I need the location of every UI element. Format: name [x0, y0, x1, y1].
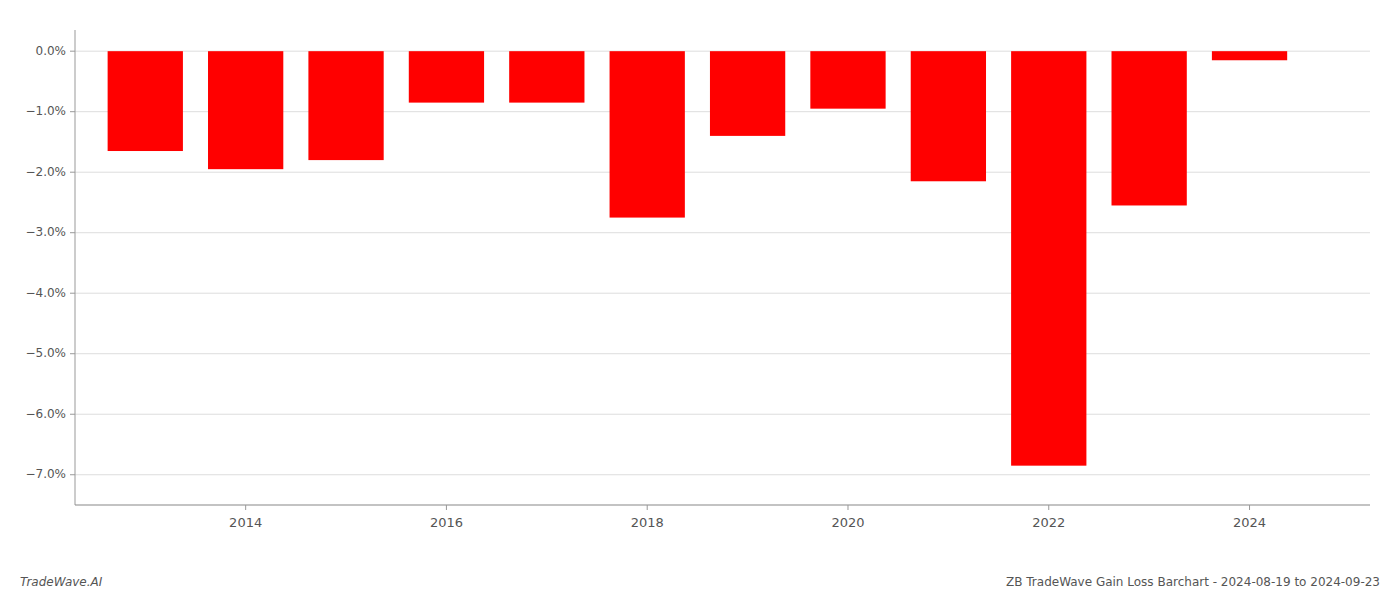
bar — [409, 51, 484, 102]
x-tick-label: 2018 — [631, 515, 664, 530]
bar — [1112, 51, 1187, 205]
x-tick — [245, 505, 246, 510]
x-tick-label: 2022 — [1032, 515, 1065, 530]
grid — [75, 51, 1370, 475]
grid-line — [75, 474, 1370, 475]
bar — [610, 51, 685, 217]
bar — [1011, 51, 1086, 465]
y-tick-label: −4.0% — [25, 286, 66, 300]
y-tick-label: −1.0% — [25, 104, 66, 118]
bar — [710, 51, 785, 136]
y-tick — [70, 232, 75, 233]
x-tick-label: 2024 — [1233, 515, 1266, 530]
x-tick — [1048, 505, 1049, 510]
bar — [108, 51, 183, 151]
bar — [308, 51, 383, 160]
background — [0, 0, 1400, 600]
bar — [911, 51, 986, 181]
y-tick — [70, 353, 75, 354]
x-tick-label: 2020 — [831, 515, 864, 530]
bar — [509, 51, 584, 102]
x-tick — [1249, 505, 1250, 510]
y-axis-line — [75, 30, 76, 505]
y-tick-label: −3.0% — [25, 225, 66, 239]
y-tick-label: −6.0% — [25, 407, 66, 421]
y-tick — [70, 172, 75, 173]
grid-line — [75, 353, 1370, 354]
bar — [208, 51, 283, 169]
y-tick — [70, 474, 75, 475]
footer-right: ZB TradeWave Gain Loss Barchart - 2024-0… — [1006, 575, 1380, 589]
y-tick-label: −2.0% — [25, 165, 66, 179]
y-tick — [70, 51, 75, 52]
x-tick-label: 2016 — [430, 515, 463, 530]
x-axis-line — [75, 504, 1370, 505]
x-tick — [647, 505, 648, 510]
grid-line — [75, 414, 1370, 415]
y-tick — [70, 293, 75, 294]
x-tick — [847, 505, 848, 510]
y-tick-label: −5.0% — [25, 346, 66, 360]
y-tick — [70, 414, 75, 415]
x-tick — [446, 505, 447, 510]
bar — [1212, 51, 1287, 60]
chart: 0.0% −1.0% −2.0% −3.0% −4.0% −5.0% −6.0% −7.0% 2… — [0, 0, 1400, 600]
bar — [810, 51, 885, 108]
y-tick-label: 0.0% — [36, 44, 67, 58]
bars — [108, 51, 1288, 465]
grid-line — [75, 293, 1370, 294]
y-tick-label: −7.0% — [25, 467, 66, 481]
grid-line — [75, 232, 1370, 233]
x-tick-label: 2014 — [229, 515, 262, 530]
footer-left: TradeWave.AI — [20, 575, 103, 589]
y-tick — [70, 111, 75, 112]
